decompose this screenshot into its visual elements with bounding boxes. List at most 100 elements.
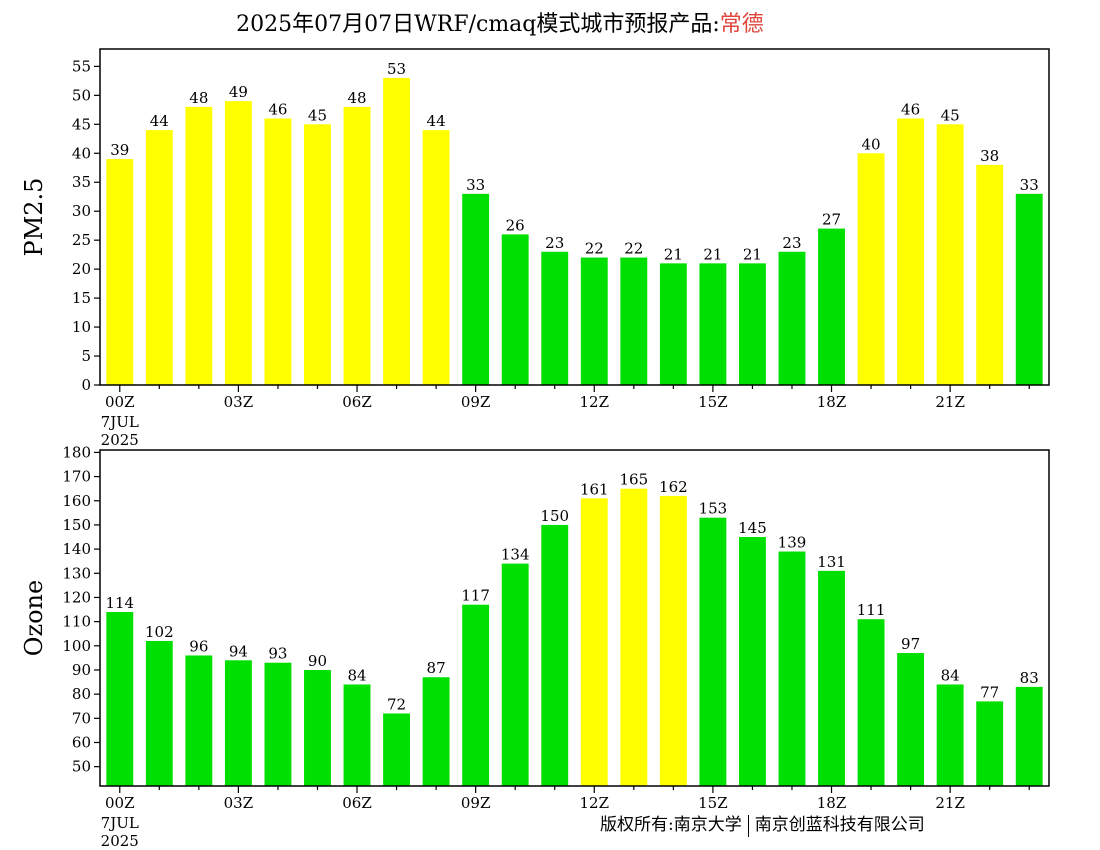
pm25-ytick-label-8: 40	[72, 144, 91, 162]
ozone-ytick-label-8: 130	[62, 564, 91, 582]
pm25-bar-15	[699, 263, 727, 385]
pm25-chart: 39 44 48 49 46 45 48 53 44 33 26 23 22 22 21 21 21 23 27 40…	[20, 48, 1050, 449]
pm25-bar-12	[580, 257, 608, 385]
pm25-bar-5	[304, 124, 331, 385]
pm25-ytick-label-2: 10	[72, 318, 91, 336]
title-city: 常德	[719, 12, 764, 37]
ozone-bar-15	[699, 517, 727, 786]
pm25-frame	[99, 48, 1050, 386]
pm25-xtick-label-4: 12Z	[580, 393, 610, 411]
pm25-bar-label-18: 27	[822, 211, 841, 229]
pm25-bar-label-11: 23	[545, 234, 564, 252]
pm25-bar-9	[462, 193, 490, 385]
ozone-bar-16	[738, 537, 766, 786]
ozone-bar-label-12: 161	[580, 480, 609, 498]
pm25-bar-label-23: 33	[1020, 176, 1039, 194]
ozone-ytick-label-1: 60	[72, 733, 91, 751]
pm25-bar-label-3: 49	[229, 83, 248, 101]
pm25-bar-6	[343, 106, 371, 386]
pm25-bar-11	[541, 251, 569, 385]
ozone-bar-19	[857, 619, 885, 786]
pm25-xtick-label-1: 03Z	[224, 393, 254, 411]
ozone-bar-14	[659, 495, 687, 786]
pm25-xtick-label-3: 09Z	[461, 393, 491, 411]
pm25-bar-1	[145, 130, 173, 385]
pm25-ytick-label-10: 50	[72, 86, 91, 104]
ozone-ylabel: Ozone	[20, 580, 48, 656]
ozone-bar-3	[224, 660, 252, 786]
ozone-bar-22	[976, 701, 1004, 786]
ozone-bar-label-5: 90	[308, 652, 327, 670]
ozone-bar-20	[897, 653, 925, 786]
ozone-ytick-label-9: 140	[62, 540, 91, 558]
ozone-bar-12	[580, 498, 608, 786]
pm25-bar-4	[264, 118, 292, 385]
ozone-xtick-label-6: 18Z	[817, 794, 847, 812]
pm25-ytick-label-5: 25	[72, 231, 91, 249]
pm25-ytick-label-7: 35	[72, 173, 91, 191]
ozone-bar-8	[422, 677, 450, 786]
pm25-bar-18	[818, 228, 845, 385]
ozone-bar-1	[145, 640, 173, 786]
pm25-xtick-sublabel-0-1: 2025	[101, 431, 139, 449]
pm25-bar-label-16: 21	[743, 245, 762, 263]
pm25-bar-label-19: 40	[862, 135, 881, 153]
ozone-bar-label-13: 165	[619, 471, 648, 489]
copyright-right: 南京创蓝科技有限公司	[754, 815, 925, 835]
pm25-ytick-label-3: 15	[72, 289, 91, 307]
pm25-ylabel: PM2.5	[20, 178, 48, 257]
ozone-bar-label-7: 72	[387, 695, 406, 713]
pm25-bar-22	[976, 164, 1004, 385]
pm25-bar-7	[383, 77, 411, 385]
ozone-bar-label-0: 114	[105, 594, 134, 612]
ozone-bar-0	[106, 611, 134, 786]
pm25-xtick-label-2: 06Z	[342, 393, 372, 411]
pm25-bar-20	[897, 118, 925, 385]
ozone-ytick-label-11: 160	[62, 492, 91, 510]
pm25-ytick-label-0: 0	[81, 376, 91, 394]
ozone-bar-5	[304, 669, 331, 786]
ozone-xtick-label-0: 00Z	[105, 794, 135, 812]
pm25-ytick-label-1: 5	[81, 347, 91, 365]
ozone-xtick-label-7: 21Z	[935, 794, 965, 812]
ozone-bar-label-15: 153	[699, 500, 728, 518]
pm25-ytick-label-4: 20	[72, 260, 91, 278]
ozone-xtick-sublabel-0-0: 7JUL	[101, 814, 139, 832]
ozone-bar-label-22: 77	[980, 683, 999, 701]
pm25-bar-0	[106, 159, 134, 385]
ozone-xtick-label-5: 15Z	[698, 794, 728, 812]
ozone-bar-9	[462, 604, 490, 786]
ozone-ytick-label-7: 120	[62, 588, 91, 606]
ozone-ytick-label-6: 110	[62, 613, 91, 631]
ozone-ytick-label-4: 90	[72, 661, 91, 679]
pm25-xtick-sublabel-0-0: 7JUL	[101, 413, 139, 431]
ozone-bar-4	[264, 662, 292, 786]
pm25-bar-label-2: 48	[189, 89, 208, 107]
ozone-ytick-label-5: 100	[62, 637, 91, 655]
pm25-bar-3	[224, 101, 252, 385]
copyright-footer: 版权所有:南京大学 南京创蓝科技有限公司	[600, 810, 925, 837]
ozone-bar-label-21: 84	[941, 666, 960, 684]
ozone-bar-label-9: 117	[461, 587, 490, 605]
pm25-xtick-label-5: 15Z	[698, 393, 728, 411]
ozone-xtick-label-4: 12Z	[580, 794, 610, 812]
footer-separator	[747, 814, 749, 837]
pm25-bar-label-8: 44	[427, 112, 446, 130]
ozone-ytick-label-12: 170	[62, 468, 91, 486]
ozone-bar-label-17: 139	[778, 534, 807, 552]
ozone-bar-label-1: 102	[145, 623, 174, 641]
ozone-ytick-label-10: 150	[62, 516, 91, 534]
ozone-bar-label-2: 96	[189, 637, 208, 655]
ozone-xtick-sublabel-0-1: 2025	[101, 832, 139, 850]
ozone-bar-10	[501, 563, 529, 786]
pm25-bar-label-12: 22	[585, 240, 604, 258]
pm25-bar-label-9: 33	[466, 176, 485, 194]
pm25-bar-21	[936, 124, 964, 385]
ozone-xtick-label-1: 03Z	[224, 794, 254, 812]
pm25-bar-8	[422, 130, 450, 385]
ozone-bar-18	[818, 570, 845, 786]
ozone-bar-label-14: 162	[659, 478, 688, 496]
pm25-ytick-label-9: 45	[72, 115, 91, 133]
ozone-ytick-label-2: 70	[72, 709, 91, 727]
